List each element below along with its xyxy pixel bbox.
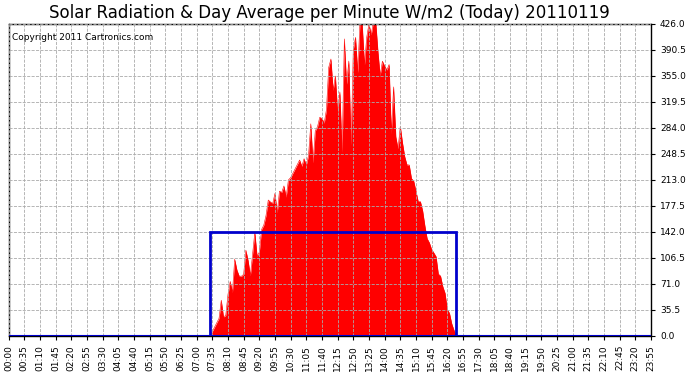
Bar bbox=[210, 232, 456, 336]
Title: Solar Radiation & Day Average per Minute W/m2 (Today) 20110119: Solar Radiation & Day Average per Minute… bbox=[50, 4, 610, 22]
Text: Copyright 2011 Cartronics.com: Copyright 2011 Cartronics.com bbox=[12, 33, 153, 42]
